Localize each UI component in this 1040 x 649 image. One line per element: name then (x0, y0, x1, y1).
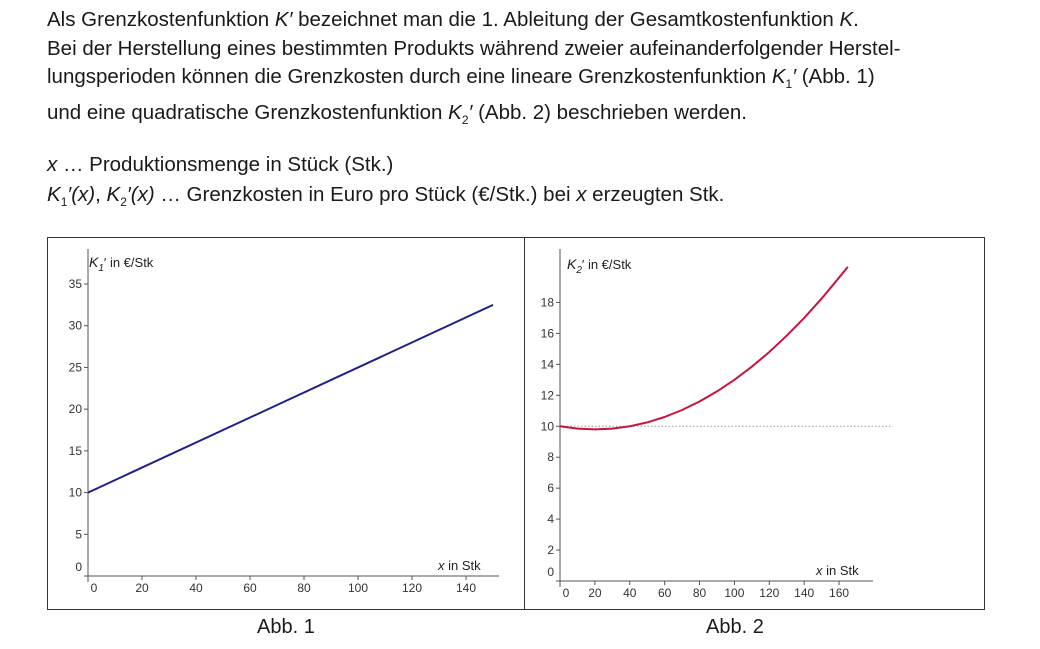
chart-1-x-tick-label: 120 (402, 581, 422, 595)
intro-line-3-b: (Abb. 1) (796, 65, 875, 88)
chart-2-x-tick-label: 140 (794, 586, 814, 600)
chart-1-x-tick-label: 0 (91, 581, 98, 595)
chart-2-x-tick-label: 0 (563, 586, 570, 600)
symbol-k-prime: K′ (274, 8, 293, 31)
chart-2-x-tick-label: 80 (693, 586, 707, 600)
chart-1-x-tick-label: 60 (243, 581, 257, 595)
chart-1-y-tick-label: 10 (69, 486, 83, 500)
chart-1-y-tick-label: 35 (69, 277, 83, 291)
chart-2-x-tick-label: 20 (588, 586, 602, 600)
figure-frame (47, 237, 985, 610)
chart-1-axes (87, 249, 499, 582)
definition-k1-symbol: K (47, 183, 61, 206)
chart-1-x-tick-label: 20 (135, 581, 149, 595)
chart-2-y-tick-label: 14 (541, 357, 555, 371)
chart-1-y-tick-label: 25 (69, 360, 83, 374)
chart-2-x-tick-label: 40 (623, 586, 637, 600)
intro-line-4-a: und eine quadratische Grenzkostenfunktio… (47, 100, 449, 124)
chart-2-ticks: 0 20 40 60 80 100 120 140 160 0 2 4 6 8 10 12 14 16 18 (541, 295, 850, 600)
chart-1-x-tick-label: 140 (456, 581, 476, 595)
definition-k: K1′(x), K2′(x) … Grenzkosten in Euro pro… (47, 180, 1027, 217)
chart-2-y-tick-label: 4 (547, 512, 554, 526)
chart-1-series (87, 303, 494, 494)
chart-2-x-tick-label: 120 (759, 586, 779, 600)
intro-text: Als Grenzkostenfunktion K′ bezeichnet ma… (47, 6, 1027, 134)
chart-1-x-tick-label: 100 (348, 581, 368, 595)
symbol-k2: K (448, 100, 462, 124)
chart-k2-quadratic: 0 20 40 60 80 100 120 140 160 0 2 4 6 8 10 12 14 16 18 K2′… (541, 249, 893, 600)
chart-2-series (559, 266, 849, 431)
chart-1-x-label: x in Stk (437, 558, 481, 573)
definitions: x … Produktionsmenge in Stück (Stk.) K1′… (47, 150, 1027, 217)
symbol-k1: K (771, 65, 786, 88)
intro-line-3-a: lungsperioden können die Grenzkosten dur… (47, 65, 772, 88)
chart-2-x-tick-label: 60 (658, 586, 672, 600)
definition-k2-symbol: K (106, 183, 121, 206)
caption-fig-1: Abb. 1 (257, 616, 315, 638)
chart-2-y-tick-label: 16 (541, 326, 555, 340)
definition-k2-arg: ′(x) (126, 183, 155, 206)
chart-1-y-tick-label: 0 (75, 560, 82, 574)
chart-1-x-tick-label: 40 (189, 581, 203, 595)
chart-2-axes (559, 249, 873, 587)
chart-1-ticks: 0 20 40 60 80 100 120 140 0 5 10 15 20 25 30 35 (69, 277, 477, 595)
intro-line-1: Als Grenzkostenfunktion K′ bezeichnet ma… (47, 6, 1027, 35)
chart-2-y-tick-label: 2 (547, 543, 554, 557)
chart-2-y-label: K2′ in €/Stk (567, 256, 632, 276)
intro-line-4-b: (Abb. 2) beschrieben werden. (472, 100, 748, 124)
chart-1-y-tick-label: 15 (69, 444, 83, 458)
definition-x: x … Produktionsmenge in Stück (Stk.) (47, 150, 1027, 180)
definition-x-text: … Produktionsmenge in Stück (Stk.) (57, 153, 394, 176)
chart-2-y-tick-label: 8 (547, 450, 554, 464)
chart-2-y-tick-label: 0 (547, 565, 554, 579)
caption-fig-2: Abb. 2 (706, 616, 764, 638)
symbol-k1-prime: ′ (792, 65, 797, 88)
definition-k2-sub: 2 (120, 195, 127, 210)
intro-line-3: lungsperioden können die Grenzkosten dur… (47, 63, 1027, 99)
symbol-k2-sub: 2 (461, 112, 469, 127)
chart-2-series-line-0 (559, 266, 849, 431)
chart-1-y-tick-label: 20 (69, 402, 83, 416)
definition-k1-arg: ′(x) (67, 183, 96, 206)
chart-k1-linear: 0 20 40 60 80 100 120 140 0 5 10 15 20 25 30 35 K1′ in … (69, 249, 499, 595)
intro-line-1-b: bezeichnet man die 1. Ableitung der Gesa… (292, 8, 840, 31)
definition-k-text-b: erzeugten Stk. (586, 183, 725, 206)
chart-1-series-line-0 (87, 303, 494, 494)
intro-line-2: Bei der Herstellung eines bestimmten Pro… (47, 36, 901, 60)
intro-line-1-c: . (853, 8, 859, 31)
chart-2-y-tick-label: 6 (547, 481, 554, 495)
chart-1-x-tick-label: 80 (297, 581, 311, 595)
symbol-k2-prime: ′ (468, 100, 473, 124)
chart-2-x-tick-label: 100 (724, 586, 744, 600)
intro-line-1-a: Als Grenzkostenfunktion (47, 8, 275, 31)
definition-k-text-a: … Grenzkosten in Euro pro Stück (€/Stk.)… (154, 183, 577, 206)
symbol-k: K (839, 8, 854, 31)
definition-k1-sub: 1 (60, 195, 68, 210)
intro-line-4: und eine quadratische Grenzkostenfunktio… (47, 99, 1027, 135)
chart-1-y-tick-label: 5 (75, 527, 82, 541)
definition-k-sep: , (95, 183, 107, 206)
chart-1-y-tick-label: 30 (69, 319, 83, 333)
chart-2-y-tick-label: 12 (541, 388, 555, 402)
definition-x-symbol: x (47, 153, 58, 176)
chart-2-x-tick-label: 160 (829, 586, 849, 600)
chart-1-y-label: K1′ in €/Stk (89, 254, 154, 274)
symbol-k1-sub: 1 (785, 77, 793, 92)
chart-2-y-tick-label: 10 (541, 419, 555, 433)
chart-2-x-label: x in Stk (815, 563, 859, 578)
definition-k-x: x (576, 183, 587, 206)
chart-2-y-tick-label: 18 (541, 295, 555, 309)
